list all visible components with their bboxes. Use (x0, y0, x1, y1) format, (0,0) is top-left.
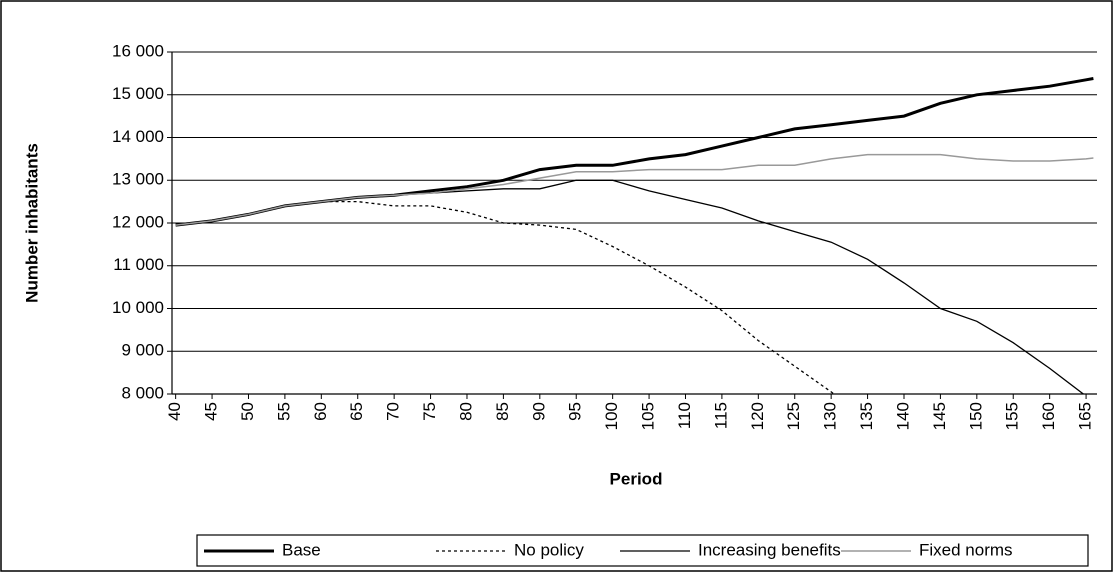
x-tick-label: 45 (202, 402, 221, 421)
series-line (175, 200, 836, 394)
x-tick-label: 110 (675, 402, 694, 429)
y-tick-label: 14 000 (112, 127, 164, 146)
legend-label: Base (282, 540, 321, 559)
x-tick-label: 90 (529, 402, 548, 421)
x-tick-label: 50 (238, 402, 257, 421)
x-tick-label: 155 (1003, 402, 1022, 430)
x-tick-label: 55 (274, 402, 293, 421)
y-tick-label: 16 000 (112, 41, 164, 60)
x-tick-label: 70 (384, 402, 403, 421)
x-tick-label: 125 (784, 402, 803, 430)
x-tick-label: 40 (165, 402, 184, 421)
legend-label: Fixed norms (919, 540, 1013, 559)
y-tick-label: 10 000 (112, 298, 164, 317)
legend-label: Increasing benefits (698, 540, 841, 559)
x-tick-label: 100 (602, 402, 621, 430)
y-tick-label: 12 000 (112, 212, 164, 231)
legend-label: No policy (514, 540, 584, 559)
x-tick-label: 120 (748, 402, 767, 430)
x-tick-label: 135 (857, 402, 876, 430)
x-tick-label: 75 (420, 402, 439, 421)
plot-lines (175, 77, 1094, 394)
x-tick-label: 115 (711, 402, 730, 429)
x-tick-label: 85 (493, 402, 512, 421)
x-tick-label: 60 (311, 402, 330, 421)
y-tick-label: 11 000 (113, 255, 164, 274)
x-tick-label: 145 (930, 402, 949, 430)
x-tick-label: 160 (1039, 402, 1058, 430)
x-tick-label: 150 (966, 402, 985, 430)
series-line (175, 153, 1094, 226)
y-tick-label: 15 000 (112, 84, 164, 103)
x-tick-label: 140 (893, 402, 912, 430)
y-tick-label: 9 000 (121, 341, 164, 360)
x-axis-title: Period (610, 469, 663, 488)
x-tick-label: 80 (456, 402, 475, 421)
x-tick-label: 95 (566, 402, 585, 421)
x-tick-label: 105 (639, 402, 658, 430)
x-tick-label: 65 (347, 402, 366, 421)
y-axis-title: Number inhabitants (22, 143, 41, 303)
x-tick-label: 165 (1076, 402, 1095, 430)
x-tick-label: 130 (821, 402, 840, 430)
y-tick-label: 8 000 (121, 383, 164, 402)
y-tick-label: 13 000 (112, 170, 164, 189)
